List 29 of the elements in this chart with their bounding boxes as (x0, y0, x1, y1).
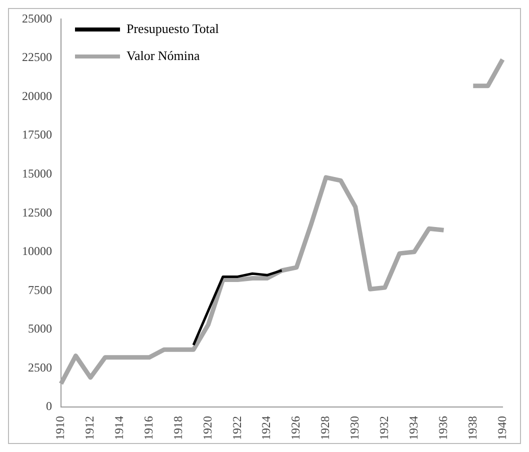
x-tick-label: 1912 (82, 416, 97, 440)
y-tick-label: 20000 (22, 88, 52, 103)
y-tick-label: 25000 (22, 11, 52, 26)
x-tick-label: 1910 (53, 416, 68, 440)
x-tick-label: 1936 (436, 416, 450, 440)
y-tick-label: 12500 (22, 205, 52, 220)
x-tick-label: 1924 (259, 416, 274, 440)
x-tick-label: 1922 (230, 416, 244, 440)
x-tick-label: 1934 (406, 416, 420, 440)
y-tick-label: 22500 (22, 50, 52, 64)
y-tick-label: 0 (46, 399, 52, 414)
x-tick-label: 1926 (288, 416, 303, 440)
x-tick-label: 1920 (200, 416, 214, 440)
y-tick-label: 15000 (22, 166, 52, 180)
x-tick-label: 1932 (376, 416, 391, 440)
legend-label: Presupuesto Total (126, 20, 220, 36)
x-tick-label: 1938 (465, 416, 480, 440)
x-tick-label: 1914 (112, 416, 126, 440)
x-tick-label: 1918 (170, 416, 185, 440)
legend-label: Valor Nómina (126, 48, 200, 63)
y-tick-label: 5000 (28, 322, 52, 336)
x-tick-label: 1940 (494, 416, 509, 440)
y-tick-label: 10000 (22, 244, 52, 258)
y-tick-label: 17500 (22, 128, 52, 142)
y-tick-label: 2500 (28, 360, 52, 374)
x-tick-label: 1928 (318, 416, 332, 440)
x-tick-label: 1916 (141, 416, 156, 440)
y-tick-label: 7500 (28, 282, 52, 297)
x-tick-label: 1930 (348, 416, 362, 440)
